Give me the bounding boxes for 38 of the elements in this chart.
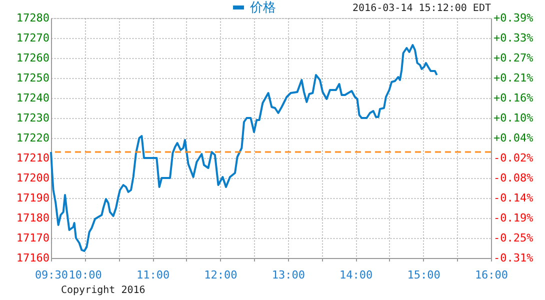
text: Copyright 2016: [61, 285, 146, 296]
x-tick-label: 10:00: [68, 268, 102, 282]
y2-tick-label: +0.04%: [494, 132, 534, 144]
y2-tick-label: +0.16%: [494, 92, 534, 105]
y2-tick-label: -0.14%: [494, 192, 534, 204]
y-tick-label: 17270: [16, 32, 50, 44]
x-tick-label: 16:00: [474, 268, 508, 282]
y2-tick-label: +0.21%: [494, 72, 534, 84]
x-tick-label: 13:00: [272, 268, 305, 282]
line-series: [50, 44, 438, 252]
y-tick-label: 17250: [16, 72, 50, 84]
y-tick-label: 17220: [16, 132, 50, 144]
y-tick-label: 17210: [16, 152, 50, 164]
x-tick-label: 11:00: [136, 268, 170, 282]
y-tick-label: 17180: [16, 212, 50, 224]
legend-label: 价格: [249, 0, 276, 16]
x-tick-label: 14:00: [340, 268, 373, 282]
text: 2016-03-14 15:12:00 EDT: [352, 3, 491, 14]
y2-tick-label: +0.10%: [494, 112, 534, 125]
y-tick-label: 17240: [16, 92, 50, 104]
y2-tick-label: +0.33%: [494, 32, 534, 45]
y2-tick-label: -0.25%: [494, 232, 534, 245]
y-tick-label: 17170: [16, 232, 50, 244]
y2-tick-label: +0.39%: [494, 12, 534, 24]
x-tick-label: 12:00: [204, 268, 238, 282]
y2-tick-label: +0.27%: [494, 52, 534, 65]
y-tick-label: 17260: [16, 52, 50, 64]
y-tick-label: 17190: [16, 192, 50, 204]
y-tick-label: 17200: [16, 172, 50, 184]
y2-tick-label: -0.31%: [494, 252, 534, 264]
y-tick-label: 17280: [16, 12, 50, 24]
y2-tick-label: -0.19%: [494, 211, 534, 224]
y-tick-label: 17160: [16, 252, 50, 264]
y2-tick-label: -0.08%: [494, 172, 534, 185]
x-tick-label: 09:30: [34, 268, 68, 282]
y-tick-label: 17230: [16, 112, 50, 124]
y2-tick-label: -0.02%: [494, 152, 534, 165]
x-tick-label: 15:00: [407, 268, 440, 282]
